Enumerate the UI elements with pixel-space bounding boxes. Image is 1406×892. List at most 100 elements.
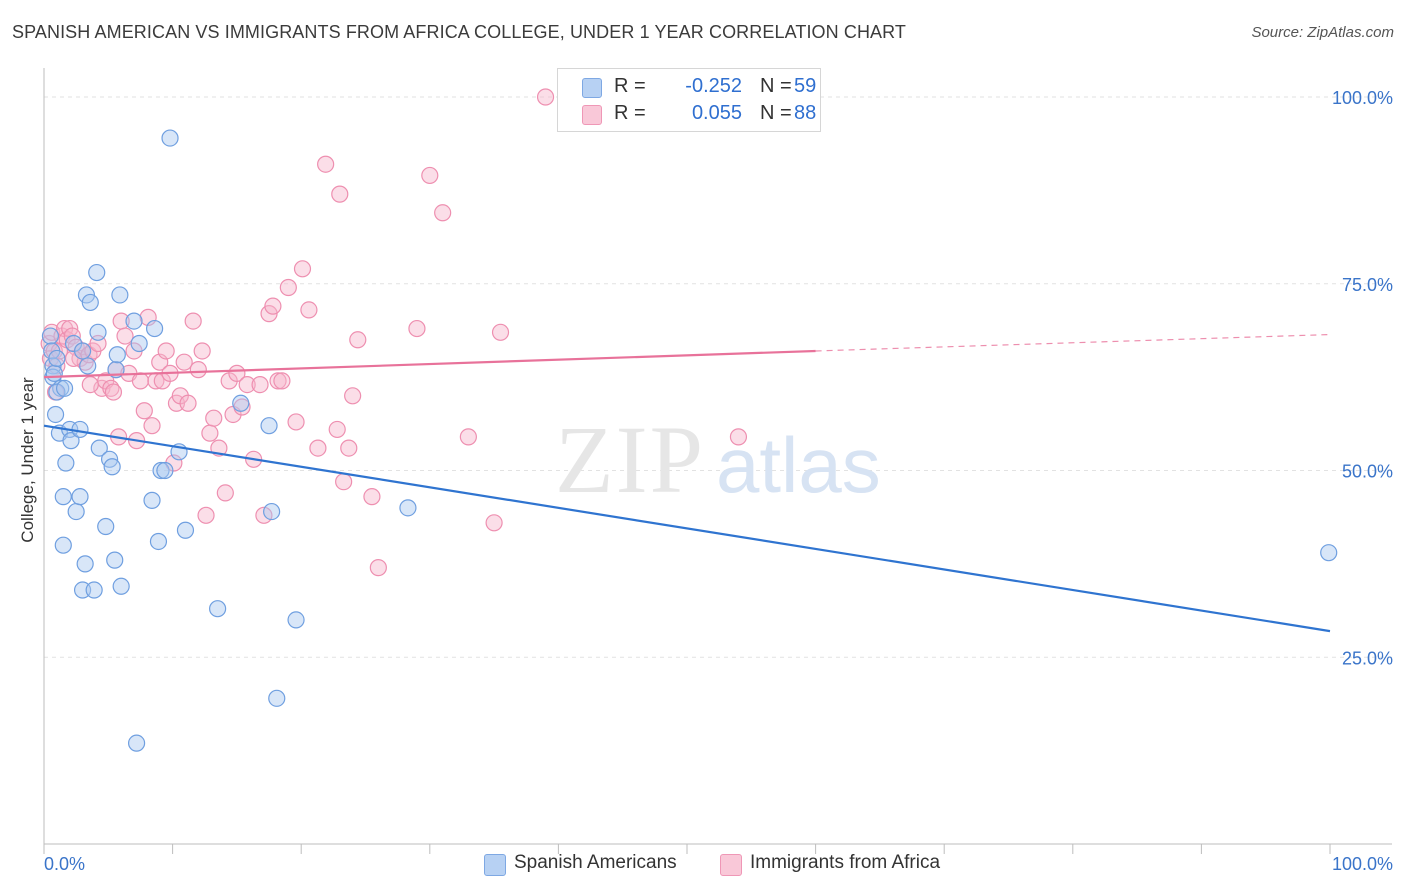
point-immigrants-africa	[340, 439, 358, 457]
point-spanish-americans	[62, 432, 80, 450]
n-value: 88	[794, 102, 817, 124]
legend-label: Immigrants from Africa	[750, 852, 941, 873]
point-spanish-americans	[287, 611, 305, 629]
swatch-pink	[582, 105, 602, 125]
point-spanish-americans	[161, 129, 179, 147]
trendline-immigrants-africa	[43, 349, 816, 379]
point-spanish-americans	[111, 286, 129, 304]
point-immigrants-africa	[293, 260, 312, 278]
point-immigrants-africa	[205, 409, 223, 427]
point-spanish-americans	[71, 488, 89, 506]
point-immigrants-africa	[273, 372, 291, 390]
point-spanish-americans	[73, 342, 92, 360]
watermark-zip: ZIP	[555, 406, 705, 513]
point-spanish-americans	[76, 555, 94, 573]
swatch-blue	[484, 854, 506, 876]
point-spanish-americans	[90, 439, 108, 457]
point-spanish-americans	[55, 379, 74, 397]
point-immigrants-africa	[81, 375, 99, 394]
point-spanish-americans	[125, 312, 143, 330]
point-immigrants-africa	[135, 402, 153, 420]
point-immigrants-africa	[269, 372, 287, 390]
point-immigrants-africa	[104, 383, 123, 401]
point-spanish-americans	[156, 461, 174, 480]
point-immigrants-africa	[369, 559, 387, 577]
point-immigrants-africa	[317, 155, 335, 173]
point-immigrants-africa	[197, 506, 215, 524]
point-spanish-americans	[232, 394, 250, 412]
point-spanish-americans	[41, 327, 60, 345]
n-label: N =	[760, 75, 792, 97]
point-immigrants-africa	[201, 424, 219, 442]
trendline-immigrants-africa-extension	[815, 333, 1331, 352]
point-immigrants-africa	[131, 372, 150, 390]
point-immigrants-africa	[179, 394, 197, 412]
point-spanish-americans	[89, 323, 107, 341]
y-tick-label: 50.0%	[1342, 462, 1393, 482]
y-tick-label: 75.0%	[1342, 275, 1393, 295]
point-spanish-americans	[106, 551, 124, 569]
r-value: -0.252	[685, 75, 742, 97]
point-spanish-americans	[143, 491, 161, 509]
r-label: R =	[614, 75, 646, 97]
point-immigrants-africa	[193, 342, 211, 360]
point-spanish-americans	[88, 263, 106, 282]
point-immigrants-africa	[459, 428, 477, 446]
point-immigrants-africa	[328, 420, 346, 439]
legend-label: Spanish Americans	[514, 852, 677, 873]
point-spanish-americans	[145, 319, 164, 338]
y-tick-label: 25.0%	[1342, 648, 1393, 668]
point-spanish-americans	[46, 405, 65, 424]
point-spanish-americans	[81, 293, 99, 312]
point-spanish-americans	[54, 488, 72, 506]
point-immigrants-africa	[331, 185, 349, 203]
point-spanish-americans	[152, 461, 170, 480]
point-spanish-americans	[85, 581, 103, 599]
stats-legend: R = -0.252 N = 59 R = 0.055 N = 88	[557, 68, 821, 132]
point-spanish-americans	[399, 499, 417, 517]
point-immigrants-africa	[485, 514, 503, 532]
n-value: 59	[794, 75, 817, 97]
y-axis-title: College, Under 1 year	[18, 377, 37, 543]
x-tick-label: 0.0%	[44, 854, 85, 874]
point-immigrants-africa	[238, 375, 256, 394]
point-spanish-americans	[108, 346, 126, 364]
point-immigrants-africa	[300, 301, 318, 319]
point-spanish-americans	[268, 689, 286, 707]
r-value: 0.055	[691, 102, 742, 124]
point-immigrants-africa	[363, 488, 381, 506]
point-spanish-americans	[79, 357, 97, 375]
point-spanish-americans	[48, 349, 66, 368]
point-immigrants-africa	[421, 166, 439, 185]
point-immigrants-africa	[309, 439, 327, 457]
point-immigrants-africa	[116, 327, 134, 345]
point-spanish-americans	[263, 502, 281, 521]
point-spanish-americans	[1320, 544, 1338, 562]
point-spanish-americans	[103, 458, 121, 476]
point-spanish-americans	[71, 420, 89, 439]
point-immigrants-africa	[344, 387, 362, 405]
point-spanish-americans	[209, 600, 227, 618]
y-tick-label: 100.0%	[1332, 88, 1393, 108]
point-immigrants-africa	[216, 484, 234, 502]
point-immigrants-africa	[189, 361, 207, 379]
point-spanish-americans	[149, 532, 168, 551]
point-spanish-americans	[176, 521, 195, 539]
r-label: R =	[614, 102, 646, 124]
point-immigrants-africa	[184, 312, 202, 330]
x-tick-label: 100.0%	[1332, 854, 1393, 874]
point-immigrants-africa	[279, 278, 297, 297]
point-spanish-americans	[54, 536, 72, 554]
point-immigrants-africa	[287, 413, 305, 431]
n-label: N =	[760, 102, 792, 124]
point-spanish-americans	[57, 454, 75, 472]
point-spanish-americans	[45, 364, 63, 382]
point-immigrants-africa	[335, 473, 353, 491]
point-spanish-americans	[112, 577, 130, 595]
point-spanish-americans	[130, 334, 148, 353]
point-immigrants-africa	[729, 428, 748, 446]
point-immigrants-africa	[434, 204, 452, 222]
source-label: Source: ZipAtlas.com	[1251, 24, 1394, 41]
point-immigrants-africa	[491, 323, 510, 341]
